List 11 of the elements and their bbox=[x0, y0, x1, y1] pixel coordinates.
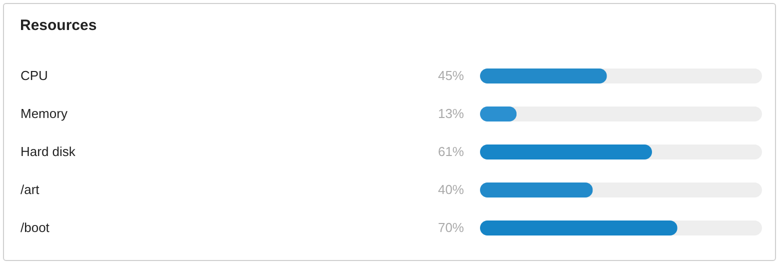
data-label: 40% bbox=[438, 182, 464, 197]
y-tick-label: Memory bbox=[20, 106, 68, 121]
data-label: 45% bbox=[438, 68, 464, 83]
data-label: 13% bbox=[438, 106, 464, 121]
y-tick-label: CPU bbox=[20, 68, 48, 83]
y-tick-label: /art bbox=[20, 182, 40, 197]
data-label: 70% bbox=[438, 220, 464, 235]
y-tick-label: /boot bbox=[20, 220, 50, 235]
data-label: 61% bbox=[438, 144, 464, 159]
text: Resources bbox=[20, 17, 97, 34]
y-tick-label: Hard disk bbox=[20, 144, 76, 159]
